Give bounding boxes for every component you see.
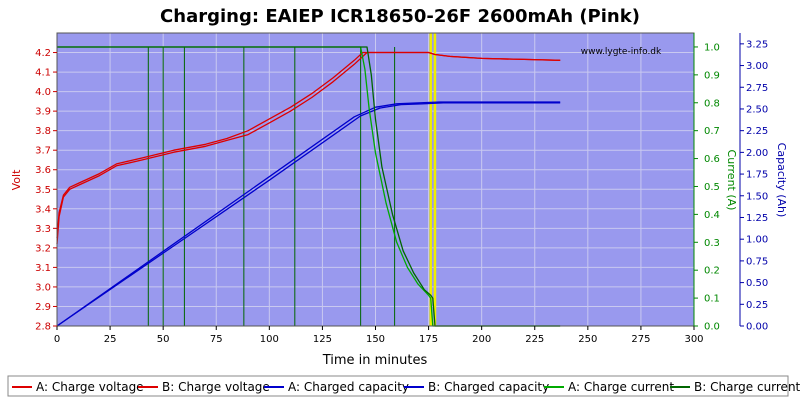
capacity-tick-label: 0.25: [746, 300, 768, 311]
volt-tick-label: 4.2: [35, 48, 51, 59]
x-tick-label: 225: [525, 334, 544, 345]
y-axis-title-current: Current (A): [725, 150, 738, 211]
y-axis-title-volt: Volt: [10, 169, 23, 190]
capacity-tick-label: 0.00: [746, 322, 768, 333]
current-tick-label: 0.7: [704, 126, 720, 137]
x-tick-label: 200: [472, 334, 491, 345]
axes-layer: 0 25 50 75 100 125 150 175 200 225 250 275 300 2.8 2.9…: [35, 33, 768, 345]
x-tick-label: 150: [366, 334, 385, 345]
current-tick-label: 0.2: [704, 266, 720, 277]
capacity-tick-label: 1.25: [746, 213, 768, 224]
legend-item-label: B: Charged capacity: [428, 380, 549, 394]
current-tick-label: 0.5: [704, 182, 720, 193]
a-charged-capacity-line: [56, 101, 561, 327]
current-tick-label: 0.6: [704, 154, 720, 165]
capacity-tick-label: 1.50: [746, 191, 768, 202]
volt-tick-label: 3.6: [35, 165, 51, 176]
legend-item-label: B: Charge current: [694, 380, 800, 394]
x-tick-label: 300: [684, 334, 703, 345]
volt-tick-label: 3.3: [35, 224, 51, 235]
current-tick-label: 0.9: [704, 70, 720, 81]
current-tick-label: 0.0: [704, 322, 720, 333]
chart-title: Charging: EAIEP ICR18650-26F 2600mAh (Pi…: [160, 6, 640, 27]
x-tick-label: 125: [313, 334, 332, 345]
capacity-tick-label: 2.75: [746, 83, 768, 94]
legend-item-label: B: Charge voltage: [162, 380, 270, 394]
volt-tick-label: 3.1: [35, 263, 51, 274]
volt-tick-label: 2.9: [35, 302, 51, 313]
capacity-tick-label: 3.00: [746, 61, 768, 72]
capacity-tick-label: 1.00: [746, 235, 768, 246]
legend-item-label: A: Charged capacity: [288, 380, 409, 394]
x-tick-label: 25: [104, 334, 117, 345]
marker-layer: [429, 33, 437, 326]
current-tick-label: 1.0: [704, 42, 720, 53]
capacity-tick-label: 3.25: [746, 39, 768, 50]
current-tick-label: 0.3: [704, 238, 720, 249]
capacity-tick-label: 2.25: [746, 126, 768, 137]
b-charge-current-line: [57, 46, 561, 327]
x-tick-label: 175: [419, 334, 438, 345]
x-axis-title: Time in minutes: [322, 353, 428, 368]
volt-tick-label: 3.0: [35, 282, 51, 293]
x-tick-label: 250: [578, 334, 597, 345]
volt-tick-label: 3.8: [35, 126, 51, 137]
current-tick-label: 0.4: [704, 210, 720, 221]
x-tick-label: 0: [54, 334, 60, 345]
y-axis-title-capacity: Capacity (Ah): [775, 143, 788, 218]
capacity-tick-label: 0.75: [746, 256, 768, 267]
x-tick-label: 50: [157, 334, 170, 345]
volt-tick-label: 2.8: [35, 322, 51, 333]
volt-tick-label: 3.9: [35, 107, 51, 118]
b-charge-voltage-line: [56, 51, 561, 245]
volt-tick-label: 3.4: [35, 204, 51, 215]
x-tick-label: 275: [631, 334, 650, 345]
capacity-tick-label: 0.50: [746, 278, 768, 289]
capacity-tick-label: 1.75: [746, 170, 768, 181]
b-charged-capacity-line: [56, 102, 561, 327]
volt-tick-label: 3.5: [35, 185, 51, 196]
x-tick-label: 75: [210, 334, 223, 345]
legend: A: Charge voltage B: Charge voltage A: Cha…: [12, 380, 800, 394]
current-tick-label: 0.1: [704, 294, 720, 305]
volt-tick-label: 4.1: [35, 68, 51, 79]
volt-tick-label: 3.7: [35, 146, 51, 157]
volt-tick-label: 4.0: [35, 87, 51, 98]
capacity-tick-label: 2.00: [746, 148, 768, 159]
current-tick-label: 0.8: [704, 98, 720, 109]
capacity-tick-label: 2.50: [746, 104, 768, 115]
watermark: www.lygte-info.dk: [581, 47, 662, 57]
x-tick-label: 100: [260, 334, 279, 345]
legend-item-label: A: Charge voltage: [36, 380, 144, 394]
legend-box: [7, 375, 789, 397]
legend-item-label: A: Charge current: [568, 380, 674, 394]
volt-tick-label: 3.2: [35, 243, 51, 254]
